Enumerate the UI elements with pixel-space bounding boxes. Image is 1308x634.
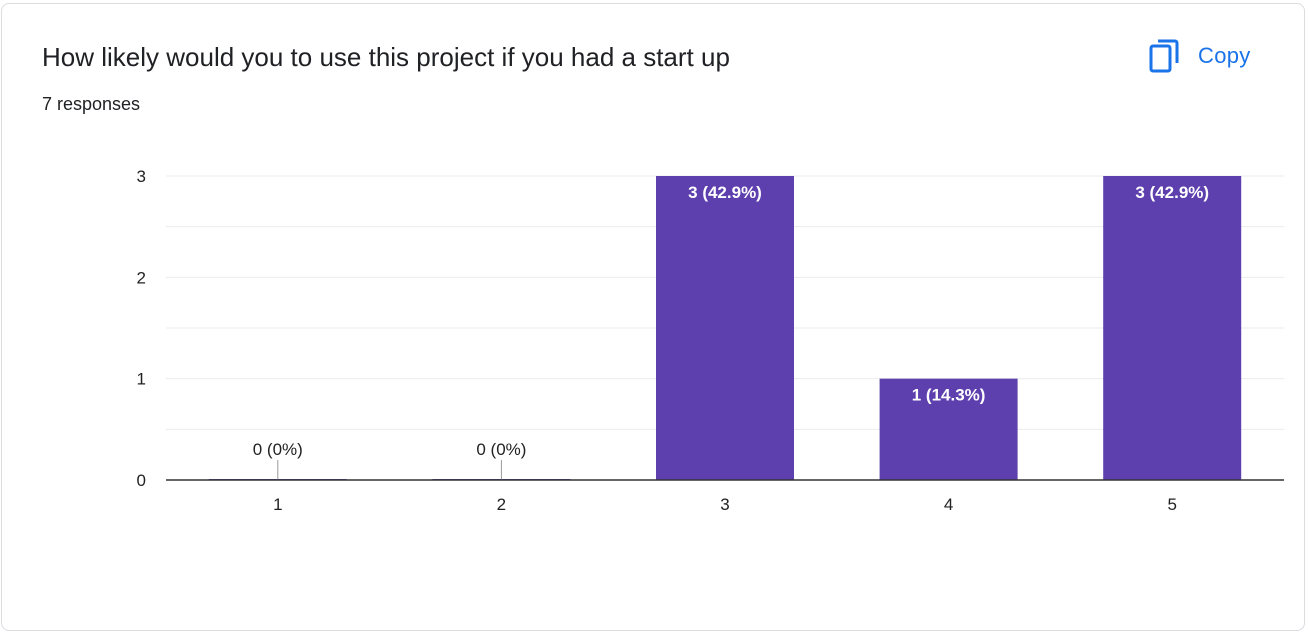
bar-data-label: 0 (0%) [253, 440, 303, 459]
bar-data-label: 3 (42.9%) [1135, 183, 1209, 202]
response-count: 7 responses [42, 94, 141, 114]
y-tick-label: 2 [137, 268, 146, 287]
x-tick-label: 4 [944, 495, 953, 514]
question-title: How likely would you to use this project… [42, 42, 730, 72]
y-tick-label: 1 [137, 370, 146, 389]
copy-icon [1148, 39, 1180, 73]
bar-data-label: 1 (14.3%) [912, 386, 986, 405]
x-tick-label: 2 [497, 495, 506, 514]
bar-data-label: 0 (0%) [476, 440, 526, 459]
bar-data-label: 3 (42.9%) [688, 183, 762, 202]
copy-button[interactable]: Copy [1140, 34, 1259, 78]
y-tick-label: 0 [137, 471, 146, 490]
bar [656, 176, 794, 480]
y-tick-label: 3 [137, 167, 146, 186]
bar [1103, 176, 1242, 480]
x-tick-label: 3 [720, 495, 729, 514]
bar [879, 378, 1018, 480]
x-tick-label: 5 [1167, 495, 1176, 514]
question-card: How likely would you to use this project… [1, 3, 1305, 631]
x-tick-label: 1 [273, 495, 282, 514]
copy-label: Copy [1198, 43, 1251, 68]
